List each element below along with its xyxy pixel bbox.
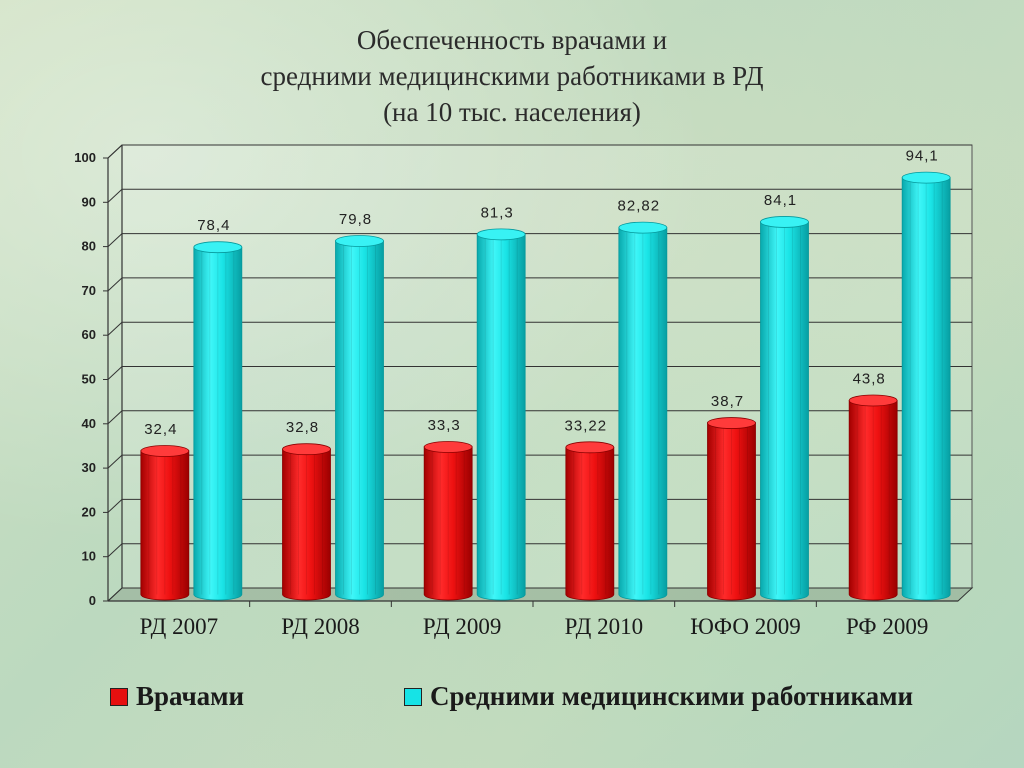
data-label-nurses-1: 79,8 (339, 211, 372, 228)
y-tick-label-20: 20 (82, 504, 96, 519)
bar-nurses-4-top (760, 216, 809, 228)
y-tick-label-90: 90 (82, 194, 96, 209)
bar-nurses-1 (335, 240, 384, 601)
x-tick-label-2: РД 2009 (423, 614, 502, 639)
bar-doctors-0 (140, 450, 190, 601)
x-tick-label-0: РД 2007 (140, 614, 219, 639)
bar-doctors-1-top (282, 443, 331, 456)
gridline-side-10 (107, 543, 123, 558)
data-label-doctors-5: 43,8 (853, 370, 886, 387)
data-label-doctors-4: 38,7 (711, 393, 744, 410)
bar-nurses-1-top (335, 235, 384, 247)
bar-doctors-5 (848, 400, 898, 601)
legend-label-nurses: Средними медицинскими работниками (430, 681, 914, 711)
data-label-nurses-0: 78,4 (197, 217, 230, 234)
gridline-side-60 (107, 321, 123, 336)
bar-nurses-0-top (193, 241, 243, 254)
bar-nurses-5-top (901, 171, 951, 184)
bar-doctors-2 (423, 446, 473, 601)
bar-chart: 0 10 20 30 40 50 60 70 80 90 100 32,4 78,4 РД 2007 32,… (74, 144, 974, 639)
title-line-1: Обеспеченность врачами и (356, 25, 668, 55)
bar-nurses-2-top (476, 228, 526, 241)
gridline-side-50 (107, 366, 123, 380)
gridline-side-30 (107, 454, 123, 469)
bar-nurses-2 (476, 233, 526, 601)
data-label-nurses-3: 82,82 (618, 198, 661, 215)
y-tick-label-70: 70 (82, 283, 96, 298)
bar-doctors-5-top (848, 394, 898, 407)
bar-doctors-1 (282, 448, 331, 601)
y-tick-label-30: 30 (82, 460, 96, 475)
y-tick-label-0: 0 (89, 593, 96, 608)
legend-label-doctors: Врачами (136, 681, 245, 711)
legend-item-doctors: Врачами (110, 681, 244, 712)
bar-nurses-0 (193, 246, 243, 601)
y-tick-label-40: 40 (82, 416, 96, 431)
data-label-nurses-5: 94,1 (906, 148, 939, 165)
bar-nurses-3-top (618, 221, 668, 234)
y-tick-label-100: 100 (74, 150, 96, 165)
data-label-doctors-0: 32,4 (144, 421, 177, 438)
data-label-doctors-1: 32,8 (286, 419, 319, 436)
legend-item-nurses: Средними медицинскими работниками (404, 681, 913, 712)
bar-doctors-3 (565, 446, 615, 601)
data-label-nurses-2: 81,3 (481, 204, 514, 221)
x-tick-label-4: ЮФО 2009 (690, 614, 800, 639)
legend-swatch-nurses (404, 687, 422, 706)
y-tick-label-80: 80 (82, 239, 96, 254)
bar-nurses-4 (760, 221, 809, 601)
bar-doctors-4 (707, 422, 756, 601)
gridline-side-90 (107, 188, 123, 203)
gridline-side-80 (107, 233, 123, 247)
x-tick-label-3: РД 2010 (565, 614, 644, 639)
gridline-side-70 (107, 277, 123, 292)
y-tick-label-60: 60 (82, 327, 96, 342)
gridline-side-40 (107, 410, 123, 425)
bar-nurses-5 (901, 177, 951, 601)
chart-title: Обеспеченность врачами и средними медици… (0, 22, 1024, 130)
gridline-side-20 (107, 499, 123, 513)
chart-legend: Врачами Средними медицинскими работникам… (0, 681, 1024, 713)
bar-doctors-3-top (565, 441, 615, 454)
data-label-doctors-3: 33,22 (565, 417, 608, 434)
x-tick-label-5: РФ 2009 (846, 614, 928, 639)
bar-doctors-2-top (423, 441, 473, 453)
x-tick-label-1: РД 2008 (281, 614, 360, 639)
y-tick-label-10: 10 (82, 549, 96, 564)
bar-doctors-4-top (707, 417, 756, 429)
legend-swatch-doctors (110, 687, 128, 706)
y-tick-label-50: 50 (82, 372, 96, 387)
gridline-side-0 (107, 587, 123, 602)
gridline-side-100 (107, 144, 123, 159)
title-line-3: (на 10 тыс. населения) (383, 97, 641, 127)
data-label-doctors-2: 33,3 (428, 417, 461, 434)
bar-nurses-3 (618, 227, 668, 601)
title-line-2: средними медицинскими работниками в РД (260, 61, 764, 91)
bar-doctors-0-top (140, 445, 190, 457)
data-label-nurses-4: 84,1 (764, 192, 797, 209)
